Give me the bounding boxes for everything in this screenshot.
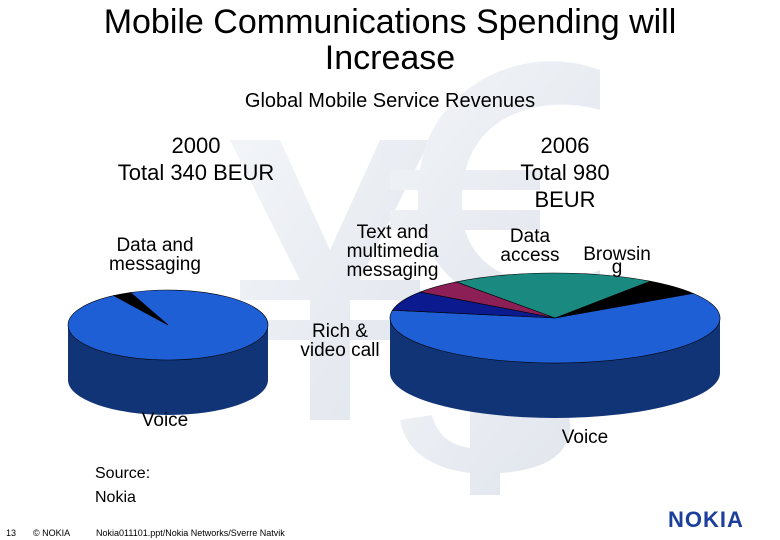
pie-2006 [389, 272, 721, 418]
pie-2006-depth [390, 318, 720, 418]
pie-2006-rich-line-2: video call [300, 340, 380, 361]
pie-2006-voice-label: Voice [561, 427, 609, 448]
chart-subtitle: Global Mobile Service Revenues [244, 90, 536, 112]
pie-2000-data-label-line-1: Data and [116, 235, 194, 256]
page-number: 13 [6, 528, 17, 538]
pie-2000-year: 2000 [171, 133, 221, 158]
pie-2006-unit: BEUR [534, 187, 596, 212]
pie-2006-data-access-line-2: access [500, 245, 560, 266]
pie-2000-data-label-line-2: messaging [109, 254, 201, 275]
pie-2006-text-label-line-2: multimedia [346, 241, 439, 262]
yen-watermark-icon [230, 140, 430, 420]
source-note-line-1: Source: [95, 465, 151, 482]
pie-2006-browsing-line-1: Browsin [583, 244, 651, 265]
pie-2000-depth [68, 325, 268, 415]
slide-title-line-1: Mobile Communications Spending will [103, 3, 677, 41]
pie-2006-rich-line-1: Rich & [312, 321, 368, 342]
pie-2006-slice-2 [455, 272, 652, 319]
pie-2006-text-label: Text and multimedia messaging [330, 223, 455, 280]
pie-2000-total: Total 340 BEUR [117, 160, 275, 185]
pie-2006-data-access-line-1: Data [509, 226, 551, 247]
pie-2006-slice-0 [389, 293, 721, 364]
footer-copyright: © NOKIA [33, 528, 71, 538]
pie-2006-data-access-label: Data access [490, 227, 570, 265]
pie-2000 [67, 289, 269, 415]
pie-2000-title: 2000 Total 340 BEUR [96, 132, 296, 186]
pie-2006-text-label-line-1: Text and [356, 222, 429, 243]
pie-2000-data-label: Data and messaging [95, 236, 215, 274]
pie-2006-text-label-line-3: messaging [346, 260, 439, 281]
pie-2006-title: 2006 Total 980 BEUR [480, 132, 650, 213]
pie-2006-total: Total 980 [520, 160, 610, 185]
source-note-line-2: Nokia [95, 489, 136, 506]
footer-filename: Nokia011101.ppt/Nokia Networks/Sverre Na… [96, 528, 285, 538]
source-note: Source: Nokia [95, 462, 150, 510]
slide-title: Mobile Communications Spending will Incr… [40, 4, 740, 76]
euro-watermark-icon [390, 61, 600, 312]
pie-2006-rich-label: Rich & video call [285, 322, 395, 360]
pie-2006-slice-4 [391, 291, 556, 319]
pie-2006-browsing-label: Browsin g [572, 245, 662, 277]
pie-2006-browsing-line-2: g [611, 257, 623, 278]
pie-2000-slice-1 [112, 292, 169, 326]
pie-2000-voice-label: Voice [141, 410, 189, 431]
pie-2006-year: 2006 [540, 133, 590, 158]
slide-title-line-2: Increase [324, 39, 456, 77]
